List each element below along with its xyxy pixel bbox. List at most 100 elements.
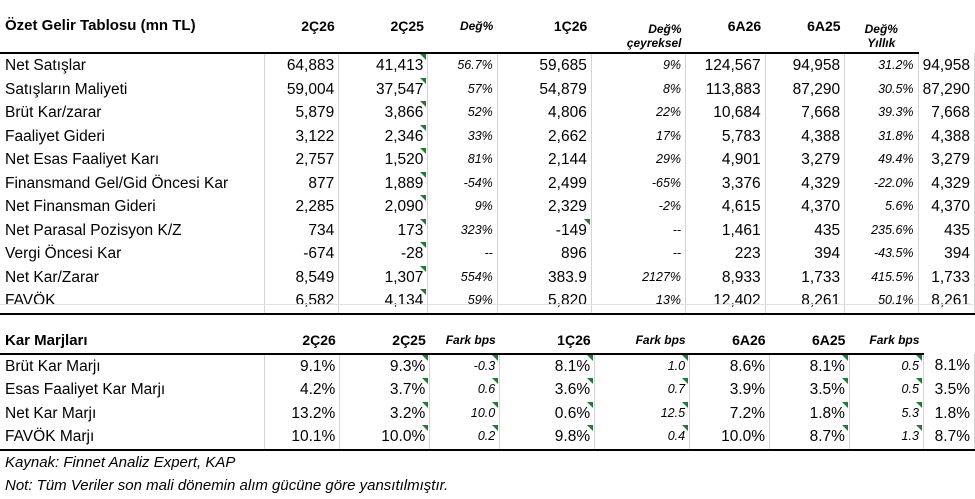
margin-cell-p2[interactable]: 0.7: [594, 378, 691, 402]
income-cell-v5[interactable]: 87,290: [765, 77, 846, 101]
income-cell-p1[interactable]: 323%: [427, 218, 498, 242]
margin-cell-v6[interactable]: 1.8%: [923, 401, 975, 425]
income-label[interactable]: Finansmand Gel/Gid Öncesi Kar: [0, 171, 265, 195]
income-cell-v5[interactable]: 94,958: [765, 53, 846, 78]
income-label[interactable]: Faaliyet Gideri: [0, 124, 265, 148]
margin-label[interactable]: Esas Faaliyet Kar Marjı: [0, 378, 266, 402]
income-label[interactable]: Satışların Maliyeti: [0, 77, 265, 101]
income-cell-p3[interactable]: 50.1%: [844, 289, 919, 315]
margin-cell-v4[interactable]: 3.9%: [689, 378, 771, 402]
income-cell-v6[interactable]: 4,329: [918, 171, 975, 195]
income-cell-v1[interactable]: 6,582: [264, 289, 340, 315]
income-cell-p1[interactable]: 9%: [427, 195, 498, 219]
income-cell-v2[interactable]: 4,134: [338, 289, 429, 315]
income-cell-p1[interactable]: -54%: [427, 171, 498, 195]
margin-cell-p3[interactable]: 0.5: [849, 378, 924, 402]
income-cell-p1[interactable]: 59%: [427, 289, 498, 315]
income-cell-v1[interactable]: 734: [264, 218, 340, 242]
margin-cell-p3[interactable]: 5.3: [849, 401, 924, 425]
margin-cell-v4[interactable]: 10.0%: [689, 425, 771, 451]
income-cell-v2[interactable]: 2,090: [338, 195, 429, 219]
income-cell-v4[interactable]: 124,567: [685, 53, 766, 78]
income-cell-v3[interactable]: 54,879: [497, 77, 592, 101]
income-cell-p1[interactable]: 57%: [427, 77, 498, 101]
margin-cell-v3[interactable]: 8.1%: [499, 353, 596, 378]
income-cell-v6[interactable]: 87,290: [918, 77, 975, 101]
income-cell-v2[interactable]: 1,307: [338, 265, 429, 289]
income-cell-p2[interactable]: --: [591, 218, 687, 242]
income-cell-v5[interactable]: 4,370: [765, 195, 846, 219]
income-cell-v2[interactable]: 1,889: [338, 171, 429, 195]
income-cell-v5[interactable]: 435: [765, 218, 846, 242]
income-cell-v4[interactable]: 4,901: [685, 148, 766, 172]
income-cell-v1[interactable]: 3,122: [264, 124, 340, 148]
income-cell-v5[interactable]: 4,329: [765, 171, 846, 195]
income-cell-p1[interactable]: 56.7%: [427, 53, 498, 78]
income-cell-v1[interactable]: 64,883: [264, 53, 340, 78]
income-cell-p3[interactable]: 31.8%: [844, 124, 919, 148]
margin-cell-v6[interactable]: 8.7%: [923, 425, 975, 451]
income-cell-v4[interactable]: 223: [685, 242, 766, 266]
income-cell-p2[interactable]: 8%: [591, 77, 687, 101]
margin-cell-v3[interactable]: 9.8%: [499, 425, 596, 451]
income-cell-v5[interactable]: 3,279: [765, 148, 846, 172]
income-cell-p3[interactable]: -43.5%: [844, 242, 919, 266]
income-cell-v1[interactable]: 8,549: [264, 265, 340, 289]
income-cell-v4[interactable]: 4,615: [685, 195, 766, 219]
income-cell-v2[interactable]: 1,520: [338, 148, 429, 172]
margin-cell-v3[interactable]: 3.6%: [499, 378, 596, 402]
income-cell-v2[interactable]: -28: [338, 242, 429, 266]
income-cell-v6[interactable]: 94,958: [918, 53, 975, 78]
margin-cell-v2[interactable]: 9.3%: [339, 353, 431, 378]
income-label[interactable]: Net Kar/Zarar: [0, 265, 265, 289]
income-cell-p3[interactable]: 31.2%: [844, 53, 919, 78]
income-cell-v3[interactable]: 4,806: [497, 101, 592, 125]
margin-cell-v5[interactable]: 3.5%: [769, 378, 850, 402]
income-cell-v1[interactable]: 59,004: [264, 77, 340, 101]
income-label[interactable]: Brüt Kar/zarar: [0, 101, 265, 125]
income-cell-v6[interactable]: 8,261: [918, 289, 975, 315]
income-cell-v6[interactable]: 7,668: [918, 101, 975, 125]
income-cell-p1[interactable]: 52%: [427, 101, 498, 125]
income-cell-v1[interactable]: 2,285: [264, 195, 340, 219]
margin-cell-p2[interactable]: 1.0: [594, 353, 691, 378]
income-cell-v1[interactable]: 877: [264, 171, 340, 195]
income-cell-v3[interactable]: 2,329: [497, 195, 592, 219]
income-label[interactable]: Net Parasal Pozisyon K/Z: [0, 218, 265, 242]
income-cell-v2[interactable]: 2,346: [338, 124, 429, 148]
income-cell-p2[interactable]: 9%: [591, 53, 687, 78]
income-cell-v5[interactable]: 8,261: [765, 289, 846, 315]
income-cell-v6[interactable]: 394: [918, 242, 975, 266]
margin-cell-v5[interactable]: 8.7%: [769, 425, 850, 451]
margin-cell-v2[interactable]: 3.7%: [339, 378, 431, 402]
income-cell-v3[interactable]: 383.9: [497, 265, 592, 289]
margin-cell-v2[interactable]: 3.2%: [339, 401, 431, 425]
income-cell-v3[interactable]: 5,820: [497, 289, 592, 315]
income-cell-p2[interactable]: 29%: [591, 148, 687, 172]
income-cell-v6[interactable]: 4,388: [918, 124, 975, 148]
income-cell-v3[interactable]: 59,685: [497, 53, 592, 78]
income-cell-v5[interactable]: 394: [765, 242, 846, 266]
income-cell-v2[interactable]: 173: [338, 218, 429, 242]
margin-cell-v6[interactable]: 3.5%: [923, 378, 975, 402]
income-cell-v5[interactable]: 1,733: [765, 265, 846, 289]
margin-label[interactable]: Net Kar Marjı: [0, 401, 266, 425]
margin-cell-p1[interactable]: -0.3: [429, 353, 501, 378]
income-cell-v3[interactable]: 2,662: [497, 124, 592, 148]
margin-cell-v5[interactable]: 1.8%: [769, 401, 850, 425]
income-cell-v5[interactable]: 7,668: [765, 101, 846, 125]
income-cell-v4[interactable]: 113,883: [685, 77, 766, 101]
income-cell-v2[interactable]: 3,866: [338, 101, 429, 125]
income-cell-v2[interactable]: 37,547: [338, 77, 429, 101]
margin-cell-v5[interactable]: 8.1%: [769, 353, 850, 378]
income-cell-v4[interactable]: 5,783: [685, 124, 766, 148]
income-cell-v4[interactable]: 3,376: [685, 171, 766, 195]
income-cell-p3[interactable]: -22.0%: [844, 171, 919, 195]
margin-cell-v1[interactable]: 10.1%: [264, 425, 341, 451]
income-cell-p3[interactable]: 5.6%: [844, 195, 919, 219]
income-cell-p2[interactable]: 17%: [591, 124, 687, 148]
income-cell-p2[interactable]: 2127%: [591, 265, 687, 289]
income-cell-v3[interactable]: 2,144: [497, 148, 592, 172]
income-label[interactable]: FAVÖK: [0, 289, 265, 315]
margin-cell-p1[interactable]: 10.0: [429, 401, 501, 425]
